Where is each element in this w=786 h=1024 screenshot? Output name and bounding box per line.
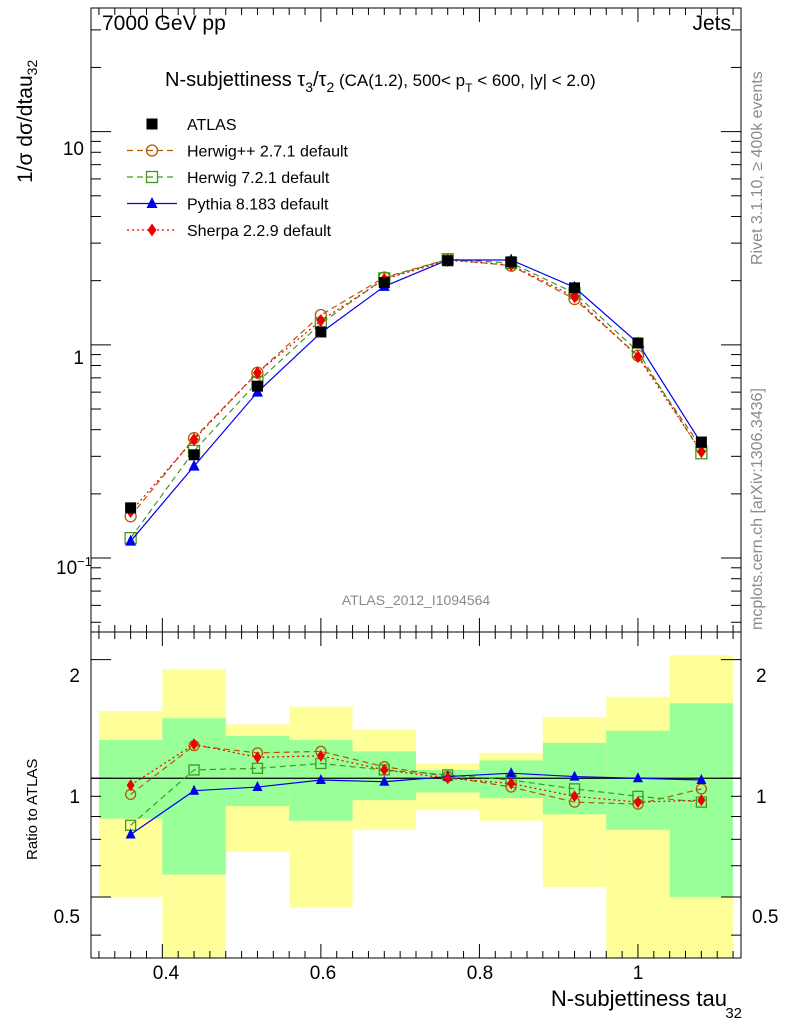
marker-diamond <box>147 223 157 237</box>
marker-triangle <box>188 459 200 471</box>
marker-square <box>125 502 137 514</box>
x-tick-label: 0.4 <box>153 963 180 984</box>
marker-diamond <box>253 751 262 764</box>
marker-square <box>505 256 517 268</box>
marker-diamond <box>380 763 389 776</box>
x-axis-label: N-subjettiness tau <box>551 986 727 1011</box>
jets-label: Jets <box>692 12 731 35</box>
marker-square <box>251 380 263 392</box>
ratio-line <box>130 743 702 803</box>
ratio-tick-label: 1 <box>69 787 80 808</box>
series-line <box>130 259 702 513</box>
rivet-label: Rivet 3.1.10, ≥ 400k events <box>749 71 766 265</box>
ratio-tick-label-right: 2 <box>756 666 767 687</box>
marker-square <box>315 326 327 338</box>
x-tick-label: 1 <box>633 963 644 984</box>
legend-label: Pythia 8.183 default <box>187 197 329 214</box>
x-tick-label: 0.8 <box>467 963 493 984</box>
marker-diamond <box>190 738 199 751</box>
mcplots-label: mcplots.cern.ch [arXiv:1306.3436] <box>749 388 766 630</box>
marker-triangle <box>569 770 580 781</box>
marker-triangle <box>125 534 137 546</box>
marker-circle <box>145 144 159 157</box>
marker-square <box>146 118 158 130</box>
ratio-line <box>130 772 702 836</box>
series-line <box>130 258 702 539</box>
series-line <box>130 258 702 517</box>
axes <box>90 7 742 959</box>
ratio-line <box>130 745 702 805</box>
marker-diamond <box>507 777 516 790</box>
marker-diamond <box>570 790 579 803</box>
legend-label: Herwig 7.2.1 default <box>187 170 330 187</box>
legend-label: ATLAS <box>187 117 237 134</box>
ratio-y-label: Ratio to ATLAS <box>24 759 41 860</box>
series-line <box>130 259 702 542</box>
ratio-tick-label: 0.5 <box>54 907 80 928</box>
marker-triangle <box>506 767 517 778</box>
main-panel-frame <box>90 7 742 633</box>
marker-triangle <box>379 775 390 786</box>
marker-triangle <box>125 828 136 839</box>
marker-triangle <box>632 772 643 783</box>
main-panel-series <box>124 253 708 546</box>
ratio-line <box>130 762 702 826</box>
marker-triangle <box>146 197 158 208</box>
marker-square <box>188 449 200 461</box>
y-axis-label: 1/σ dσ/dtau32 <box>14 60 40 183</box>
marker-triangle <box>315 773 326 784</box>
marker-open-square <box>145 170 159 184</box>
x-tick-label: 0.6 <box>310 963 336 984</box>
marker-square <box>378 277 390 289</box>
legend-label: Sherpa 2.2.9 default <box>187 223 332 240</box>
marker-square <box>569 282 581 294</box>
legend: ATLAS Herwig++ 2.7.1 default Herwig 7.2.1 … <box>127 117 349 240</box>
marker-diamond <box>189 432 199 446</box>
marker-diamond <box>633 350 643 364</box>
marker-diamond <box>252 366 262 380</box>
marker-square <box>695 436 707 448</box>
y-tick-labels: 10 1 10−1 2 1 0.5 2 1 0.5 <box>54 139 779 928</box>
x-tick-labels: 0.4 0.6 0.8 1 <box>153 963 644 984</box>
marker-diamond <box>316 314 326 328</box>
x-axis-label-sub: 32 <box>725 1005 742 1022</box>
marker-triangle <box>189 784 200 795</box>
marker-square <box>632 337 644 349</box>
marker-triangle <box>252 781 263 792</box>
ratio-tick-label-right: 0.5 <box>752 907 778 928</box>
ratio-panel-series <box>124 738 708 839</box>
marker-diamond <box>443 772 452 785</box>
marker-square <box>442 255 454 267</box>
plot-title: N-subjettiness τ3/τ2 (CA(1.2), 500< pT <… <box>165 69 596 95</box>
y-tick-label: 10−1 <box>56 554 92 579</box>
analysis-watermark: ATLAS_2012_I1094564 <box>342 592 491 608</box>
marker-diamond <box>697 794 706 807</box>
inner-band-bin <box>225 736 290 807</box>
ratio-tick-label: 2 <box>69 666 80 687</box>
y-tick-label: 10 <box>63 139 84 160</box>
energy-label: 7000 GeV pp <box>102 12 226 35</box>
legend-label: Herwig++ 2.7.1 default <box>187 144 349 161</box>
marker-diamond <box>696 445 706 459</box>
y-tick-label: 1 <box>73 348 84 369</box>
ratio-tick-label-right: 1 <box>756 787 767 808</box>
marker-diamond <box>126 779 135 792</box>
marker-diamond <box>570 290 580 304</box>
marker-diamond <box>316 749 325 762</box>
marker-triangle <box>696 773 707 784</box>
marker-open-square <box>188 764 200 776</box>
marker-diamond <box>633 796 642 809</box>
